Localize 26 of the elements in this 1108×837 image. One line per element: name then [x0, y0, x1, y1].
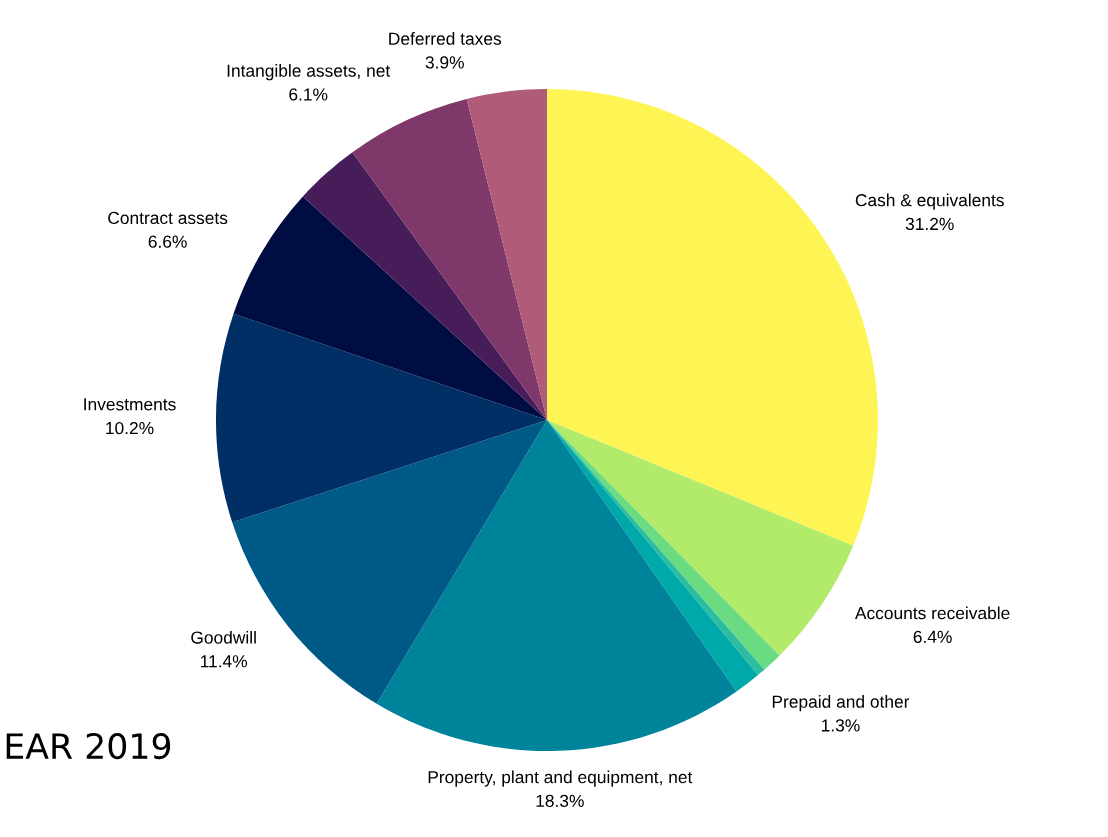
slice-label: Investments — [84, 398, 176, 411]
slice-label: Goodwill — [191, 630, 256, 644]
pie-slice — [376, 420, 737, 751]
data-label: 6.6% — [148, 235, 187, 248]
slice-label: Intangible assets, net — [227, 64, 391, 81]
pie-slice — [466, 89, 547, 420]
data-label: 31.2% — [905, 217, 954, 231]
pie-slice — [216, 313, 547, 523]
slice-label: Deferred taxes — [389, 32, 502, 45]
pie-slice — [352, 98, 547, 420]
text: EAR 2019 — [6, 732, 171, 760]
pie-slice — [302, 152, 547, 420]
pie-slice — [233, 196, 547, 420]
slice-label: Property, plant and equipment, net — [428, 770, 693, 787]
slice-label: Accounts receivable — [854, 606, 1010, 620]
data-label: 3.9% — [425, 56, 464, 69]
data-label: 11.4% — [201, 655, 248, 668]
data-label: 1.3% — [821, 719, 860, 732]
slice-label: Contract assets — [108, 211, 228, 225]
data-label: 18.3% — [536, 794, 584, 808]
slice-label: Prepaid and other — [772, 695, 910, 712]
pie-slice — [547, 420, 854, 656]
slice-label: Cash & equivalents — [855, 193, 1004, 210]
data-label: 6.4% — [913, 630, 952, 643]
data-label: 10.2% — [106, 421, 154, 435]
data-label: 6.1% — [289, 88, 328, 101]
